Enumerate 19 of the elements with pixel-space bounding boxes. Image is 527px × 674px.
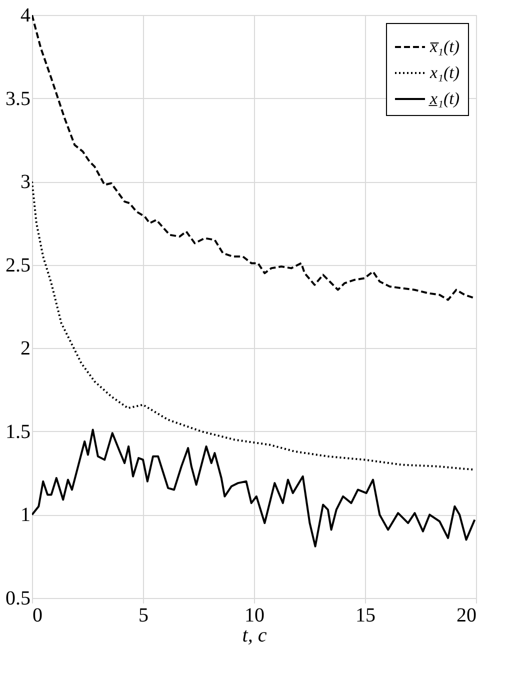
line-series [32,15,476,301]
y-tick-label: 3.5 [6,88,30,110]
legend-label: x̅₁(t) [429,37,460,56]
y-tick-label: 1.5 [6,420,30,443]
y-tick-label: 4 [20,4,30,26]
x-tick-label: 15 [356,604,376,626]
y-tick-label: 0.5 [6,588,30,610]
x-axis-title: t, c [242,624,267,646]
x-tick-label: 10 [244,604,264,626]
legend-label: x̲₁(t) [428,89,460,108]
line-series [32,428,476,548]
y-tick-label: 2.5 [6,254,30,276]
x-tick-label: 0 [32,604,42,626]
y-tick-label: 1 [20,504,30,526]
y-tick-label: 3 [20,171,30,194]
y-tick-label: 2 [20,338,30,360]
x-tick-label: 5 [138,604,148,626]
legend-label: x₁(t) [429,63,460,82]
x-tick-label: 20 [456,604,476,626]
